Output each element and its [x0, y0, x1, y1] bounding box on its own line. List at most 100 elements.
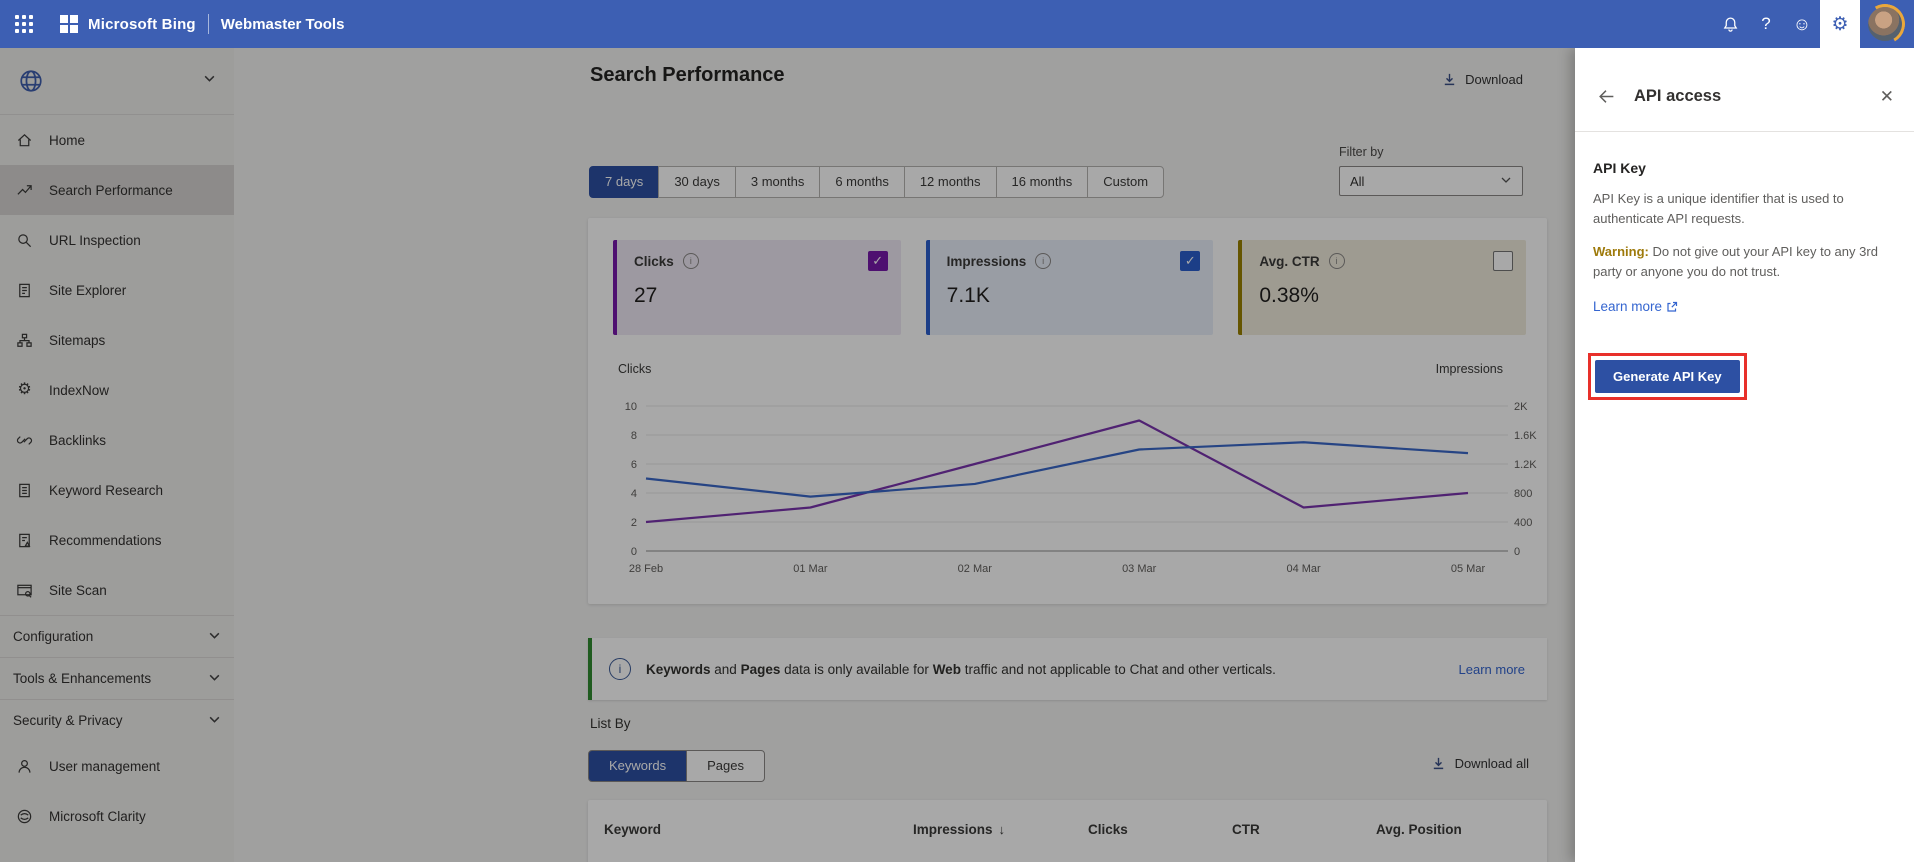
sidebar-item-recommendations[interactable]: Recommendations — [0, 515, 234, 565]
sidebar-item-user-management[interactable]: User management — [0, 741, 234, 791]
feedback-button[interactable]: ☺ — [1784, 0, 1820, 48]
sitemap-icon — [15, 331, 34, 350]
list-tab-keywords[interactable]: Keywords — [588, 750, 688, 782]
time-tab-30-days[interactable]: 30 days — [658, 166, 736, 198]
sidebar-item-indexnow[interactable]: ⚙ IndexNow — [0, 365, 234, 415]
sidebar-item-microsoft-clarity[interactable]: Microsoft Clarity — [0, 791, 234, 841]
time-tab-6-months[interactable]: 6 months — [819, 166, 905, 198]
profile-avatar[interactable] — [1868, 7, 1902, 41]
download-button[interactable]: Download — [1442, 72, 1523, 87]
column-header-ctr[interactable]: CTR — [1232, 822, 1260, 837]
close-button[interactable]: ✕ — [1880, 87, 1894, 107]
svg-text:10: 10 — [625, 401, 637, 413]
metric-value: 27 — [634, 284, 658, 307]
svg-text:6: 6 — [631, 459, 637, 471]
generate-api-key-button[interactable]: Generate API Key — [1595, 360, 1740, 393]
info-icon: i — [1328, 253, 1345, 269]
sidebar: Home Search Performance URL Inspection Site… — [0, 48, 234, 862]
top-header-bar: Microsoft Bing Webmaster Tools ? ☺ ⚙ — [0, 0, 1914, 48]
chevron-down-icon — [1500, 174, 1512, 189]
learn-more-link[interactable]: Learn more — [1593, 299, 1896, 314]
sidebar-section-label: Configuration — [13, 629, 94, 644]
svg-text:05 Mar: 05 Mar — [1451, 563, 1486, 575]
app-launcher-button[interactable] — [0, 0, 48, 48]
metric-checkbox[interactable]: ✓ — [1180, 251, 1201, 271]
svg-text:4: 4 — [631, 488, 637, 500]
panel-body: API Key API Key is a unique identifier t… — [1575, 132, 1914, 400]
header-actions: ? ☺ ⚙ — [1712, 0, 1914, 48]
info-icon: i — [609, 658, 631, 680]
download-all-button[interactable]: Download all — [1431, 756, 1529, 771]
site-selector[interactable] — [0, 48, 234, 115]
settings-button[interactable]: ⚙ — [1820, 0, 1860, 48]
list-tab-pages[interactable]: Pages — [686, 750, 765, 782]
svg-text:2K: 2K — [1514, 401, 1528, 413]
download-icon — [1444, 73, 1455, 86]
column-header-keyword[interactable]: Keyword — [604, 822, 662, 837]
column-header-avg-position[interactable]: Avg. Position — [1376, 822, 1462, 837]
sidebar-item-label: Home — [49, 132, 86, 148]
banner-learn-more-link[interactable]: Learn more — [1458, 661, 1525, 677]
recommendations-icon — [15, 531, 34, 550]
metric-value: 7.1K — [946, 284, 990, 307]
column-header-clicks[interactable]: Clicks — [1088, 822, 1128, 837]
sidebar-section-configuration[interactable]: Configuration — [0, 615, 234, 657]
sidebar-item-label: IndexNow — [49, 382, 110, 398]
sidebar-item-backlinks[interactable]: Backlinks — [0, 415, 234, 465]
trend-icon — [15, 181, 34, 200]
chevron-down-icon — [203, 72, 216, 90]
time-tab-16-months[interactable]: 16 months — [995, 166, 1089, 198]
info-banner: i Keywords and Pages data is only availa… — [588, 638, 1547, 700]
metric-checkbox[interactable]: ✓ — [867, 251, 888, 271]
chart-panel: Clicks i ✓ 27 Impressions i ✓ 7.1K Avg. CTR i 0.38… — [588, 218, 1547, 604]
time-tab-12-months[interactable]: 12 months — [903, 166, 997, 198]
panel-title: API access — [1634, 87, 1722, 105]
keyword-research-icon — [15, 481, 34, 500]
sidebar-item-search-performance[interactable]: Search Performance — [0, 165, 234, 215]
back-arrow-icon — [1599, 90, 1614, 103]
sidebar-item-home[interactable]: Home — [0, 115, 234, 165]
metric-card-impressions: Impressions i ✓ 7.1K — [925, 240, 1214, 335]
sidebar-item-label: Keyword Research — [49, 482, 164, 498]
notifications-button[interactable] — [1712, 0, 1748, 48]
suite-name[interactable]: Webmaster Tools — [220, 15, 345, 33]
sidebar-item-label: Search Performance — [49, 182, 173, 198]
time-range-tabs: 7 days 30 days 3 months 6 months 12 months 16… — [589, 166, 1165, 198]
time-tab-custom[interactable]: Custom — [1087, 166, 1165, 198]
table-header-row: Keyword Impressions ↓ Clicks CTR Avg. Positio… — [588, 800, 1547, 848]
info-icon: i — [682, 253, 699, 269]
help-icon: ? — [1761, 14, 1771, 33]
svg-text:01 Mar: 01 Mar — [793, 563, 828, 575]
filter-value: All — [1350, 173, 1365, 189]
sidebar-item-sitemaps[interactable]: Sitemaps — [0, 315, 234, 365]
filter-dropdown[interactable]: All — [1339, 166, 1523, 196]
waffle-icon — [15, 15, 33, 33]
sidebar-item-label: Microsoft Clarity — [49, 808, 146, 824]
sidebar-item-url-inspection[interactable]: URL Inspection — [0, 215, 234, 265]
api-access-panel: API access ✕ API Key API Key is a unique… — [1575, 48, 1914, 862]
info-icon: i — [1035, 253, 1052, 269]
svg-text:28 Feb: 28 Feb — [629, 563, 663, 575]
sort-descending-icon: ↓ — [998, 822, 1006, 837]
indexnow-icon: ⚙ — [17, 381, 32, 398]
column-header-impressions[interactable]: Impressions ↓ — [913, 822, 1006, 837]
close-icon: ✕ — [1879, 86, 1894, 106]
smiley-icon: ☺ — [1792, 13, 1812, 34]
help-button[interactable]: ? — [1748, 0, 1784, 48]
time-tab-3-months[interactable]: 3 months — [734, 166, 821, 198]
metric-cards: Clicks i ✓ 27 Impressions i ✓ 7.1K Avg. CTR i 0.38… — [613, 240, 1527, 335]
sidebar-item-label: Sitemaps — [49, 332, 106, 348]
sidebar-section-tools-enhancements[interactable]: Tools & Enhancements — [0, 657, 234, 699]
bell-icon — [1723, 16, 1737, 32]
sidebar-item-site-explorer[interactable]: Site Explorer — [0, 265, 234, 315]
sidebar-item-site-scan[interactable]: Site Scan — [0, 565, 234, 615]
api-key-description: API Key is a unique identifier that is u… — [1593, 191, 1844, 226]
time-tab-7-days[interactable]: 7 days — [589, 166, 660, 198]
sidebar-section-security-privacy[interactable]: Security & Privacy — [0, 699, 234, 741]
sidebar-item-keyword-research[interactable]: Keyword Research — [0, 465, 234, 515]
main-content: Search Performance Download Filter by Al… — [588, 48, 1547, 862]
svg-text:400: 400 — [1514, 517, 1532, 529]
svg-text:1.6K: 1.6K — [1514, 430, 1537, 442]
metric-checkbox[interactable] — [1493, 251, 1514, 271]
back-button[interactable] — [1597, 87, 1616, 106]
